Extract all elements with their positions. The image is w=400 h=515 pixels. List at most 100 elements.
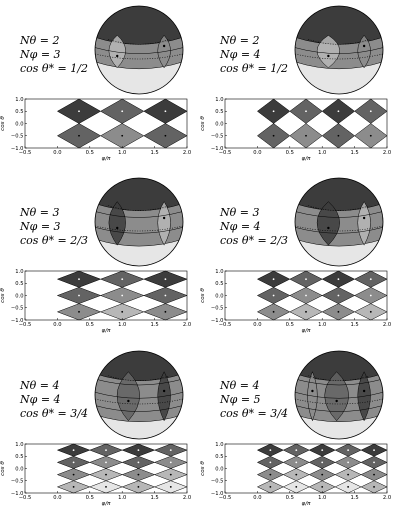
projection-cell-center — [78, 278, 80, 281]
y-tick-label: −1.0 — [211, 491, 224, 497]
x-tick-label: 0.0 — [253, 495, 261, 501]
x-tick-label: 1.0 — [118, 495, 126, 501]
projection-cells — [56, 270, 188, 321]
polar-cap-north — [295, 6, 383, 45]
projection-plot: −0.5 0.0 0.5 1.0 1.5 2.0φ/π1.00.50.0−0.5−1.0c… — [0, 442, 191, 507]
x-tick-label: 1.0 — [118, 322, 126, 328]
polar-cap-north — [295, 178, 383, 211]
y-tick-label: 0.5 — [15, 281, 23, 287]
projection-cell-center — [269, 473, 272, 476]
x-tick-label: 1.5 — [350, 322, 358, 328]
x-axis-label: φ/π — [102, 328, 112, 334]
y-tick-label: 1.0 — [215, 269, 223, 275]
projection-cell-center — [369, 294, 372, 297]
x-axis-label: φ/π — [102, 156, 112, 162]
x-tick-label: −0.5 — [219, 150, 232, 156]
projection-cell-center — [337, 310, 340, 313]
projection-cells — [56, 443, 188, 494]
y-tick-label: −1.0 — [11, 318, 24, 324]
projection-cell-center — [121, 134, 124, 137]
projection-cell-center — [72, 473, 75, 476]
n-theta-label: Nθ = 3 — [19, 206, 59, 219]
y-tick-label: 1.0 — [15, 97, 23, 103]
cell-center-dot — [162, 389, 166, 393]
x-tick-label: 0.5 — [286, 150, 294, 156]
cell-center-dot — [362, 389, 366, 393]
y-tick-label: 0.5 — [215, 454, 223, 460]
projection-plot: −0.5 0.0 0.5 1.0 1.5 2.0φ/π1.00.50.0−0.5−1.0c… — [0, 269, 191, 334]
projection-cell-center — [305, 110, 307, 113]
x-tick-label: 1.0 — [318, 150, 326, 156]
n-phi-label: Nφ = 4 — [19, 393, 61, 406]
y-tick-label: −1.0 — [211, 146, 224, 152]
x-axis-label: φ/π — [302, 328, 312, 334]
sphere-outline — [294, 5, 384, 95]
projection-cell-center — [369, 310, 372, 313]
projection-cell-center — [321, 485, 324, 488]
sphere-outline — [294, 350, 384, 440]
x-tick-label: 2.0 — [383, 150, 391, 156]
x-tick-label: 0.0 — [253, 150, 261, 156]
projection-cell-center — [369, 134, 372, 137]
x-tick-label: 1.0 — [318, 322, 326, 328]
latitude-boundary — [95, 227, 183, 234]
projection-cell-center — [369, 110, 372, 113]
y-axis-label: cos θ — [200, 116, 206, 131]
x-tick-label: 1.5 — [150, 322, 158, 328]
projection-cell-center — [347, 473, 350, 476]
projection-cell-center — [295, 473, 298, 476]
projection-cells — [256, 443, 388, 494]
projection-cell-center — [337, 110, 340, 113]
y-tick-label: −0.5 — [11, 479, 24, 485]
y-axis: 1.0 0.5 0.0 −0.5 −1.0 cos θ — [0, 442, 27, 497]
projection-plot: −0.5 0.0 0.5 1.0 1.5 2.0φ/π1.00.50.0−0.5−1.0c… — [200, 442, 391, 507]
projection-cell-center — [272, 134, 275, 137]
n-phi-label: Nφ = 3 — [19, 220, 61, 233]
cos-theta-star-label: cos θ* = 1/2 — [220, 62, 288, 75]
y-tick-label: −0.5 — [11, 134, 24, 140]
x-axis: −0.5 0.0 0.5 1.0 1.5 2.0 φ/π — [19, 318, 191, 334]
y-tick-label: 0.5 — [15, 109, 23, 115]
projection-cell-center — [78, 294, 80, 297]
y-tick-label: 0.0 — [15, 121, 23, 127]
y-tick-label: 0.5 — [15, 454, 23, 460]
projection-cell-center — [347, 461, 350, 464]
y-tick-label: 0.0 — [215, 293, 223, 299]
n-theta-label: Nθ = 2 — [19, 34, 59, 47]
latitude-boundary — [95, 392, 183, 399]
projection-cell-center — [137, 473, 140, 476]
n-theta-label: Nθ = 4 — [219, 379, 259, 392]
projection-cell-center — [164, 110, 167, 113]
cell-center-dot — [327, 226, 330, 230]
projection-cell-center — [78, 134, 80, 137]
projection-cell-center — [121, 110, 124, 113]
y-axis: 1.0 0.5 0.0 −0.5 −1.0 cos θ — [200, 442, 227, 497]
polar-cap-north — [95, 351, 183, 381]
sphere-cell — [357, 201, 371, 246]
cell-center-dot — [362, 216, 366, 220]
cell-center-dot — [116, 226, 119, 230]
projection-cell-center — [72, 461, 75, 464]
sphere-outline — [94, 177, 184, 267]
projection-cell-center — [373, 449, 375, 452]
y-tick-label: 1.0 — [215, 97, 223, 103]
x-axis: −0.5 0.0 0.5 1.0 1.5 2.0 φ/π — [19, 491, 191, 507]
y-axis-label: cos θ — [0, 288, 6, 303]
projection-cell-center — [169, 461, 172, 464]
latitude-dotted — [308, 375, 370, 382]
projection-cell-center — [337, 134, 340, 137]
projection-cell-center — [272, 310, 275, 313]
y-axis-label: cos θ — [200, 461, 206, 476]
projection-cell-center — [337, 294, 340, 297]
x-tick-label: 2.0 — [183, 322, 191, 328]
projection-cell-center — [321, 473, 324, 476]
projection-cell-center — [137, 461, 140, 464]
projection-cell-center — [164, 310, 167, 313]
